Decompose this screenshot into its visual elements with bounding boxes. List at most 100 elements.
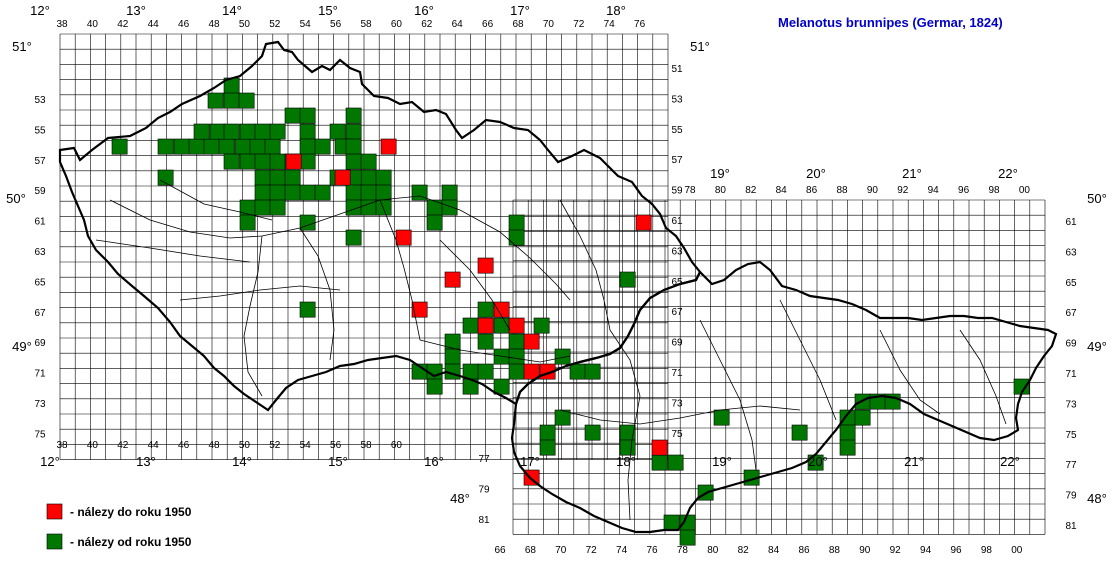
record-cell-post1950 xyxy=(345,184,362,201)
record-cell-post1950 xyxy=(508,348,525,365)
record-cell-pre1950 xyxy=(444,271,461,288)
column-label-bottom: 44 xyxy=(148,440,160,451)
record-cell-post1950 xyxy=(493,378,510,395)
row-label-right-sk: 81 xyxy=(1065,521,1077,532)
record-cell-post1950 xyxy=(679,529,696,546)
row-label-right: 65 xyxy=(671,277,683,288)
row-label-right-sk: 69 xyxy=(1065,339,1077,350)
row-label-right: 63 xyxy=(671,246,683,257)
river-line xyxy=(379,199,421,341)
row-label-left: 67 xyxy=(34,308,46,319)
record-cell-post1950 xyxy=(314,138,331,155)
longitude-label: 19° xyxy=(712,454,732,469)
row-label-right: 71 xyxy=(671,368,683,379)
record-cell-post1950 xyxy=(345,229,362,246)
column-label-bottom: 42 xyxy=(117,440,129,451)
latitude-label: 49° xyxy=(12,339,32,354)
record-cell-post1950 xyxy=(839,424,856,441)
row-label-left: 57 xyxy=(34,156,46,167)
record-cell-post1950 xyxy=(299,153,316,170)
record-cell-post1950 xyxy=(360,169,377,186)
column-label-bottom-sk: 90 xyxy=(859,545,871,556)
longitude-label: 17° xyxy=(510,3,530,18)
row-label-left-sk: 77 xyxy=(478,454,490,465)
longitude-label: 12° xyxy=(30,3,50,18)
record-cell-post1950 xyxy=(269,199,286,216)
record-cell-post1950 xyxy=(477,333,494,350)
record-cell-post1950 xyxy=(269,123,286,140)
row-label-right-sk: 61 xyxy=(1065,217,1077,228)
column-label-bottom: 46 xyxy=(178,440,190,451)
row-label-left: 53 xyxy=(34,95,46,106)
column-label-top: 56 xyxy=(330,19,342,30)
longitude-label: 18° xyxy=(616,454,636,469)
record-cell-post1950 xyxy=(193,123,210,140)
column-label-top: 70 xyxy=(543,19,555,30)
column-label-bottom: 48 xyxy=(208,440,220,451)
column-label-top: 48 xyxy=(208,19,220,30)
column-label-bottom-sk: 80 xyxy=(707,545,719,556)
record-cell-post1950 xyxy=(329,123,346,140)
record-cell-post1950 xyxy=(254,169,271,186)
row-label-right: 73 xyxy=(671,398,683,409)
longitude-label: 15° xyxy=(318,3,338,18)
record-cell-pre1950 xyxy=(508,317,525,334)
column-label-top-sk: 84 xyxy=(776,185,788,196)
row-label-right: 57 xyxy=(671,155,683,166)
river-line xyxy=(559,405,801,425)
longitude-label: 13° xyxy=(136,454,156,469)
river-line xyxy=(609,329,641,521)
longitude-label: 13° xyxy=(126,3,146,18)
legend-swatch-pre1950 xyxy=(46,503,63,520)
record-cell-post1950 xyxy=(254,123,271,140)
column-label-top: 50 xyxy=(239,19,251,30)
column-label-top-sk: 92 xyxy=(897,185,909,196)
record-cell-post1950 xyxy=(345,138,362,155)
river-line xyxy=(159,179,273,221)
record-cell-post1950 xyxy=(441,184,458,201)
record-cell-post1950 xyxy=(188,138,205,155)
longitude-label: 22° xyxy=(1000,454,1020,469)
record-cell-post1950 xyxy=(619,424,636,441)
latitude-label: 51° xyxy=(12,39,32,54)
rivers-and-regions xyxy=(95,179,1007,521)
record-cell-post1950 xyxy=(619,271,636,288)
column-label-bottom-sk: 72 xyxy=(586,545,598,556)
longitude-label: 16° xyxy=(424,454,444,469)
column-label-bottom: 38 xyxy=(56,440,68,451)
record-cell-post1950 xyxy=(375,199,392,216)
column-label-top-sk: 88 xyxy=(836,185,848,196)
grid-czechia xyxy=(59,33,669,460)
column-label-top: 52 xyxy=(269,19,281,30)
longitude-label: 14° xyxy=(232,454,252,469)
column-label-bottom: 60 xyxy=(391,440,403,451)
record-cell-post1950 xyxy=(477,301,494,318)
river-line xyxy=(779,299,837,421)
column-label-top: 64 xyxy=(452,19,464,30)
record-cell-post1950 xyxy=(426,378,443,395)
record-cell-post1950 xyxy=(284,169,301,186)
longitude-label: 15° xyxy=(328,454,348,469)
row-label-right: 67 xyxy=(671,307,683,318)
column-label-bottom-sk: 66 xyxy=(494,545,506,556)
record-cell-post1950 xyxy=(345,153,362,170)
river-line xyxy=(419,339,571,363)
river-line xyxy=(959,329,1007,425)
column-label-bottom-sk: 94 xyxy=(920,545,932,556)
longitude-label: 12° xyxy=(40,454,60,469)
species-title: Melanotus brunnipes (Germar, 1824) xyxy=(778,15,1003,30)
country-borders xyxy=(58,40,1058,534)
column-label-top-sk: 00 xyxy=(1019,185,1031,196)
record-cell-post1950 xyxy=(207,92,224,109)
record-cell-post1950 xyxy=(375,184,392,201)
column-label-top: 54 xyxy=(300,19,312,30)
column-label-top: 42 xyxy=(117,19,129,30)
region-line xyxy=(95,239,251,263)
record-cell-post1950 xyxy=(508,214,525,231)
record-cell-post1950 xyxy=(539,439,556,456)
row-label-right-sk: 67 xyxy=(1065,308,1077,319)
river-line xyxy=(879,329,941,415)
record-cell-post1950 xyxy=(223,92,240,109)
record-cell-post1950 xyxy=(462,317,479,334)
